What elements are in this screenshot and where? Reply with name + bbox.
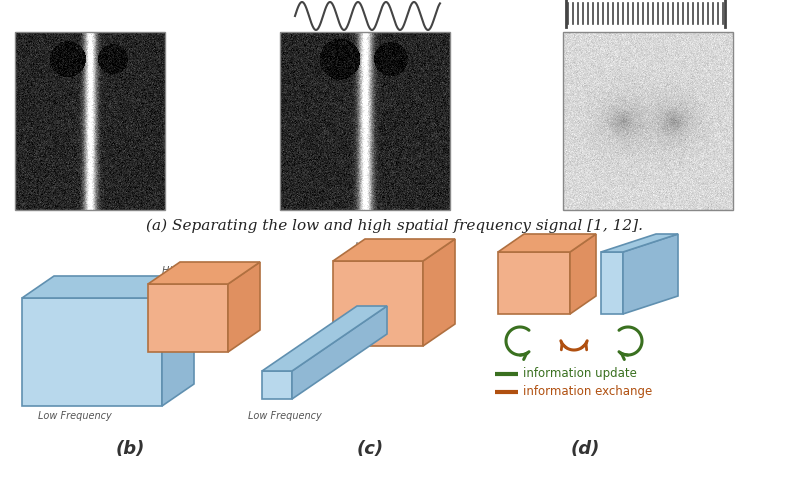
Text: (d): (d) [570, 440, 600, 458]
Polygon shape [162, 276, 194, 406]
Text: information exchange: information exchange [523, 386, 653, 399]
Text: (a) Separating the low and high spatial frequency signal [1, 12].: (a) Separating the low and high spatial … [146, 219, 644, 233]
Bar [15, 32, 165, 210]
Polygon shape [148, 262, 260, 284]
Polygon shape [333, 239, 455, 261]
Bar [563, 32, 733, 210]
Text: (b): (b) [115, 440, 145, 458]
Text: Low Frequency: Low Frequency [38, 411, 112, 421]
Polygon shape [570, 234, 596, 314]
Text: information update: information update [523, 367, 637, 381]
Polygon shape [601, 252, 623, 314]
Bar [280, 32, 450, 210]
Polygon shape [292, 306, 387, 399]
Polygon shape [228, 262, 260, 352]
Text: (c): (c) [356, 440, 384, 458]
Polygon shape [22, 298, 162, 406]
Text: High Frequency: High Frequency [162, 266, 239, 276]
Text: Low Frequency: Low Frequency [248, 411, 322, 421]
Text: High Frequency: High Frequency [355, 242, 431, 252]
Polygon shape [423, 239, 455, 346]
Polygon shape [262, 371, 292, 399]
Polygon shape [148, 284, 228, 352]
Polygon shape [623, 234, 678, 314]
Polygon shape [601, 234, 678, 252]
Polygon shape [22, 276, 194, 298]
Polygon shape [262, 306, 387, 371]
Polygon shape [498, 252, 570, 314]
Polygon shape [498, 234, 596, 252]
Polygon shape [333, 261, 423, 346]
